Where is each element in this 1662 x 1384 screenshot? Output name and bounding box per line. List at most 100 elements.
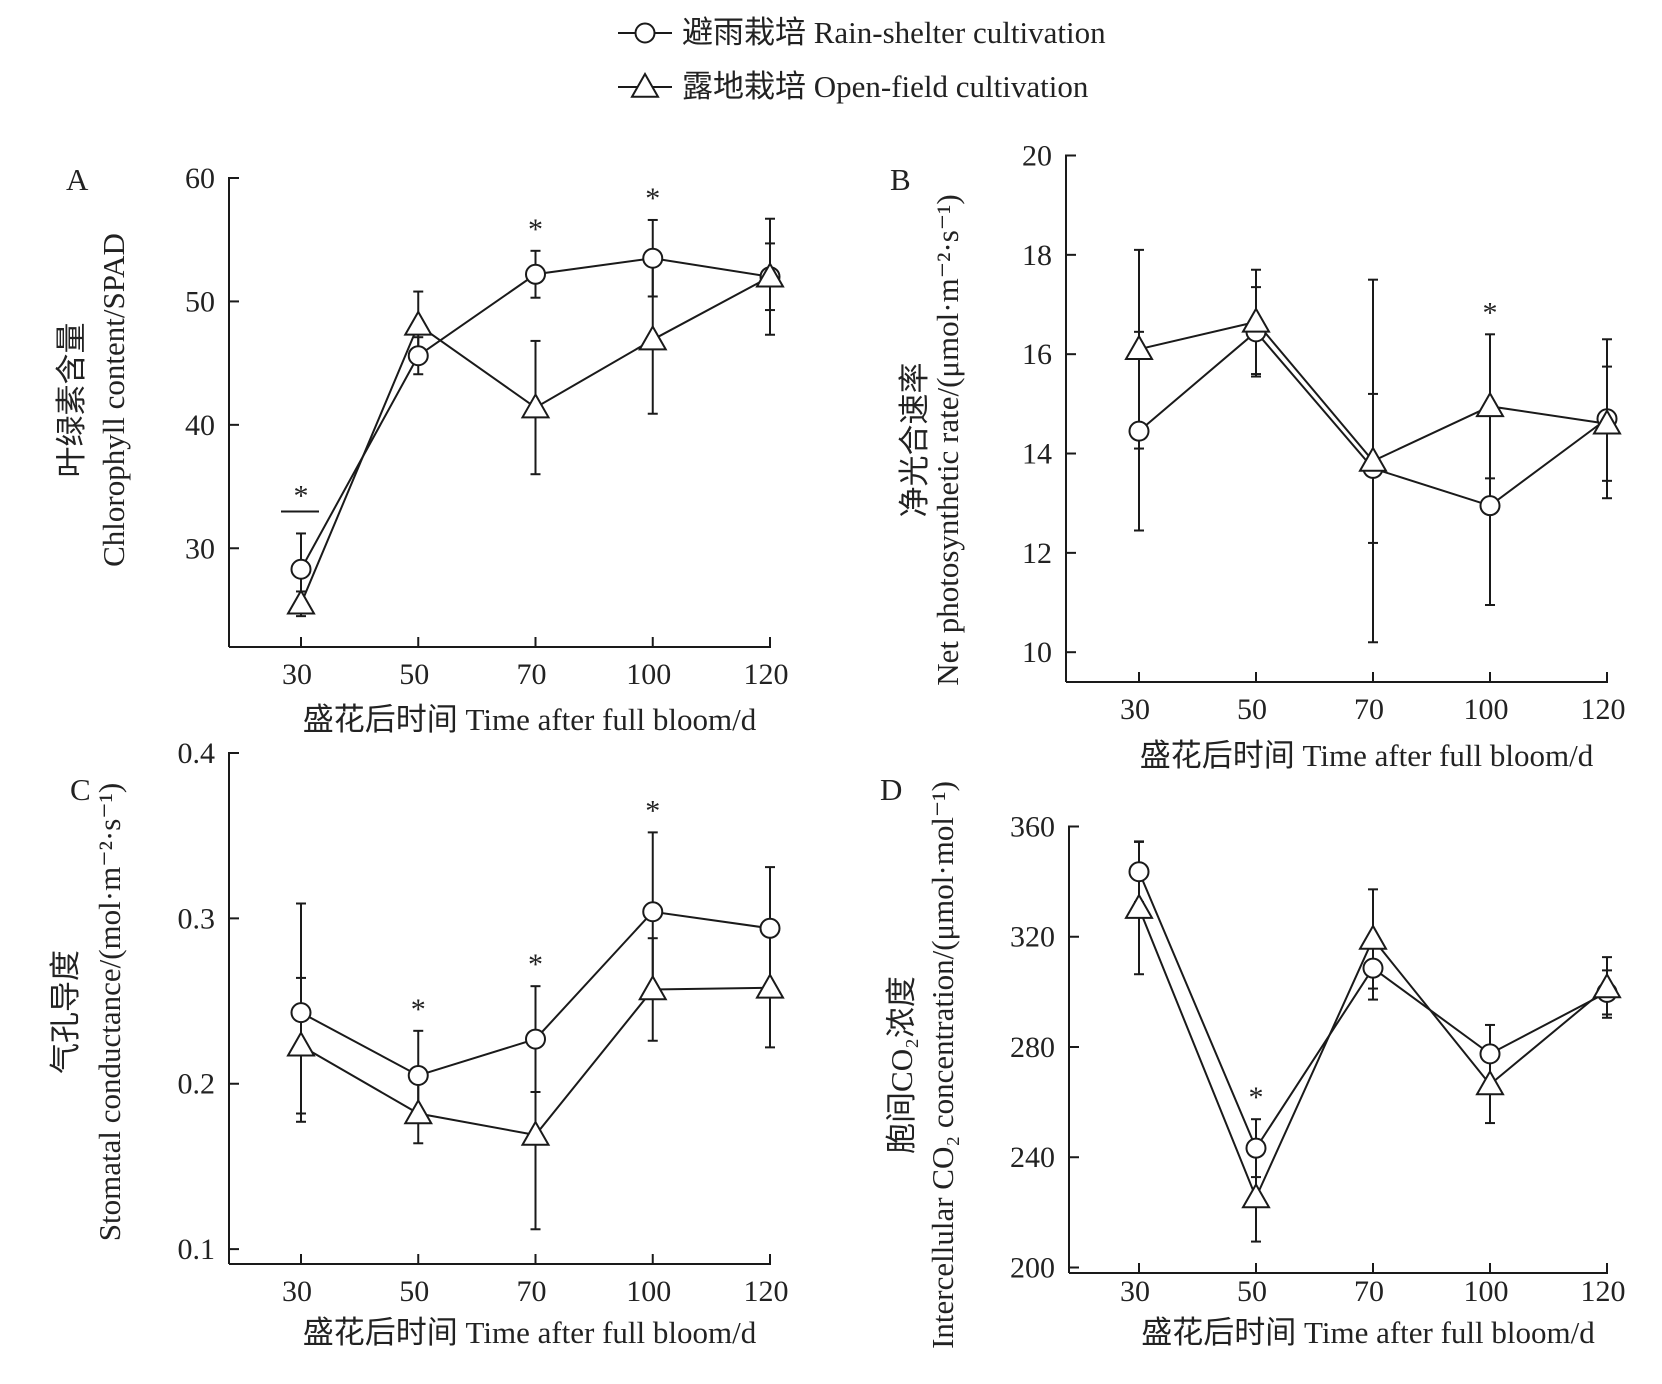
y-axis-label: Net photosynthetic rate/(μmol·m⁻²·s⁻¹) [930, 194, 965, 686]
data-point-circle [290, 1002, 312, 1024]
legend-circle-marker [634, 22, 656, 44]
data-point-triangle [1592, 972, 1622, 999]
x-tick-label: 100 [626, 1275, 671, 1308]
y-tick-label: 0.3 [178, 902, 216, 935]
y-tick-label: 20 [1022, 140, 1052, 173]
significance-star: * [528, 948, 543, 981]
panel-letter: D [880, 772, 902, 807]
y-tick-label: 0.4 [178, 737, 216, 770]
data-point-triangle [403, 309, 433, 336]
significance-star: * [294, 479, 309, 512]
y-axis-label-cn: 气孔导度 [48, 950, 83, 1074]
data-point-circle [407, 345, 429, 367]
y-axis-label-cn: 叶绿素含量 [54, 323, 89, 478]
legend: 避雨栽培 Rain-shelter cultivation 露地栽培 Open-f… [618, 15, 1106, 104]
y-tick-label: 40 [185, 409, 215, 442]
significance-star: * [1483, 296, 1498, 329]
data-point-circle [1128, 861, 1150, 883]
y-axis-label-cn: 净光合速率 [897, 363, 932, 518]
x-tick-label: 30 [282, 658, 312, 691]
panel-letter: B [890, 162, 911, 197]
legend-label: 露地栽培 Open-field cultivation [682, 69, 1089, 104]
data-point-triangle [520, 392, 551, 419]
data-point-circle [642, 901, 664, 923]
y-tick-label: 320 [1010, 921, 1055, 954]
data-point-triangle [638, 324, 668, 351]
data-point-triangle [755, 972, 785, 999]
data-point-triangle [1124, 334, 1154, 360]
y-axis-label: Intercellular CO₂ concentration/(μmol·mo… [925, 781, 960, 1349]
y-tick-label: 50 [185, 285, 215, 318]
data-point-circle [1128, 420, 1150, 442]
x-tick-label: 120 [744, 658, 789, 691]
data-point-triangle [1475, 391, 1505, 418]
y-tick-label: 16 [1022, 338, 1052, 371]
data-point-circle [407, 1064, 429, 1086]
y-tick-label: 10 [1022, 636, 1052, 669]
data-point-circle [1479, 1043, 1501, 1065]
y-tick-label: 200 [1010, 1251, 1055, 1284]
x-axis-label: 盛花后时间 Time after full bloom/d [303, 702, 757, 737]
significance-star: * [645, 794, 660, 827]
data-point-circle [1479, 495, 1501, 517]
x-tick-label: 50 [1237, 693, 1267, 726]
panel-C: C 0.1 0.2 0.3 0.4 30 50 70 100 120 盛花后时间 Time afte… [48, 737, 789, 1350]
y-tick-label: 12 [1022, 537, 1052, 570]
y-tick-label: 60 [185, 162, 215, 195]
x-tick-label: 100 [1464, 693, 1509, 726]
x-axis-label: 盛花后时间 Time after full bloom/d [303, 1315, 757, 1350]
panel-B: B 10 12 14 16 18 20 30 50 70 100 120 盛花后时间 Time afte… [890, 140, 1626, 774]
y-tick-label: 0.1 [178, 1233, 216, 1266]
x-axis-label: 盛花后时间 Time after full bloom/d [1141, 1315, 1595, 1350]
y-tick-label: 240 [1010, 1141, 1055, 1174]
data-point-circle [1245, 1137, 1267, 1159]
x-tick-label: 50 [399, 1275, 429, 1308]
data-point-triangle [1124, 893, 1154, 919]
data-point-circle [525, 1028, 546, 1050]
x-tick-label: 120 [744, 1275, 789, 1308]
data-point-triangle [755, 261, 785, 288]
panel-letter: A [66, 162, 89, 197]
data-point-triangle [1241, 306, 1271, 333]
data-point-circle [525, 263, 546, 285]
data-point-triangle [286, 588, 316, 615]
legend-item: 露地栽培 Open-field cultivation [618, 69, 1089, 104]
legend-label: 避雨栽培 Rain-shelter cultivation [682, 15, 1106, 50]
x-tick-label: 50 [399, 658, 429, 691]
x-tick-label: 30 [282, 1275, 312, 1308]
panel-A: A 30 40 50 60 30 50 70 100 120 盛花后时间 Time after fu… [54, 162, 789, 737]
series-triangle [296, 242, 775, 618]
data-point-triangle [1592, 408, 1622, 435]
x-tick-label: 70 [1354, 693, 1384, 726]
data-point-triangle [1241, 1182, 1271, 1209]
x-axis-label: 盛花后时间 Time after full bloom/d [1140, 738, 1594, 773]
data-point-triangle [1358, 923, 1388, 950]
y-tick-label: 0.2 [178, 1068, 216, 1101]
data-point-circle [290, 558, 312, 580]
significance-star: * [528, 213, 543, 246]
x-tick-label: 50 [1237, 1275, 1267, 1308]
y-tick-label: 14 [1022, 438, 1052, 471]
y-axis-label: Chlorophyll content/SPAD [96, 233, 131, 567]
data-point-triangle [286, 1030, 316, 1057]
data-point-triangle [520, 1119, 551, 1146]
panel-D: D 200 240 280 320 360 30 50 70 100 120 盛花后时间 Time a… [880, 772, 1626, 1350]
x-tick-label: 120 [1581, 1275, 1626, 1308]
x-tick-label: 120 [1581, 693, 1626, 726]
series-triangle [1134, 840, 1612, 1243]
data-point-circle [1362, 957, 1384, 979]
panel-letter: C [70, 772, 91, 807]
y-axis-label-cn: 胞间CO₂浓度 [884, 976, 919, 1154]
data-point-triangle [638, 974, 668, 1001]
x-tick-label: 30 [1120, 693, 1150, 726]
data-point-triangle [1358, 445, 1388, 472]
y-tick-label: 280 [1010, 1031, 1055, 1064]
legend-triangle-marker [630, 71, 660, 98]
y-tick-label: 18 [1022, 239, 1052, 272]
x-tick-label: 100 [626, 658, 671, 691]
x-tick-label: 70 [1354, 1275, 1384, 1308]
x-tick-label: 100 [1464, 1275, 1509, 1308]
x-tick-label: 70 [517, 1275, 547, 1308]
legend-item: 避雨栽培 Rain-shelter cultivation [618, 15, 1106, 50]
x-tick-label: 30 [1120, 1275, 1150, 1308]
